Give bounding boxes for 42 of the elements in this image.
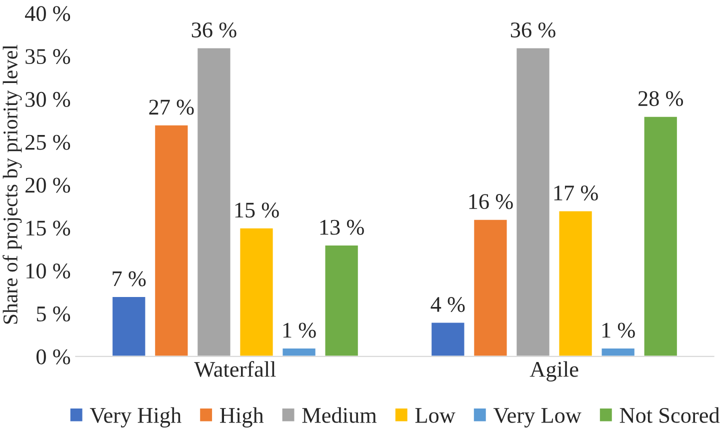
bar: [154, 124, 190, 356]
bar: [600, 347, 636, 356]
data-label: 13 %: [320, 220, 364, 235]
data-label: 1 %: [602, 322, 635, 338]
bar: [111, 296, 147, 356]
y-axis-title: Share of projects by priority level: [2, 44, 22, 324]
data-label: 28 %: [638, 91, 684, 106]
y-tick-label: 20 %: [26, 178, 70, 193]
y-tick-label: 30 %: [26, 92, 70, 107]
data-label: 7 %: [112, 271, 146, 286]
data-label: 17 %: [554, 185, 598, 201]
legend-label: Medium: [302, 407, 377, 423]
y-tick-label: 40 %: [24, 6, 70, 22]
data-label: 15 %: [235, 202, 279, 218]
data-label: 27 %: [149, 100, 194, 115]
bar: [642, 115, 678, 356]
data-label: 1 %: [283, 322, 316, 338]
legend-label: Very Low: [493, 408, 582, 428]
x-tick-label: Waterfall: [194, 361, 276, 378]
bar: [472, 218, 508, 356]
data-label: 36 %: [510, 22, 556, 38]
y-tick-label: 35 %: [26, 49, 70, 64]
x-tick-label: Agile: [530, 361, 578, 382]
bar: [238, 227, 274, 356]
bar: [430, 321, 466, 356]
y-tick-label: 25 %: [26, 134, 70, 150]
bar: [196, 46, 232, 356]
y-tick-label: 15 %: [26, 220, 70, 236]
data-label: 36 %: [192, 22, 236, 38]
y-tick-label: 10 %: [26, 264, 70, 279]
bar: [558, 210, 594, 356]
data-label: 16 %: [469, 194, 513, 210]
legend-label: High: [220, 407, 264, 428]
y-tick-label: 5 %: [36, 306, 70, 322]
legend-label: Very High: [90, 407, 182, 428]
bar: [324, 244, 360, 356]
data-label: 4 %: [430, 297, 465, 312]
y-tick-label: 0 %: [36, 349, 70, 364]
bar: [515, 46, 551, 356]
legend-label: Not Scored: [620, 407, 720, 423]
bar: [281, 347, 317, 356]
legend-label: Low: [415, 408, 456, 423]
